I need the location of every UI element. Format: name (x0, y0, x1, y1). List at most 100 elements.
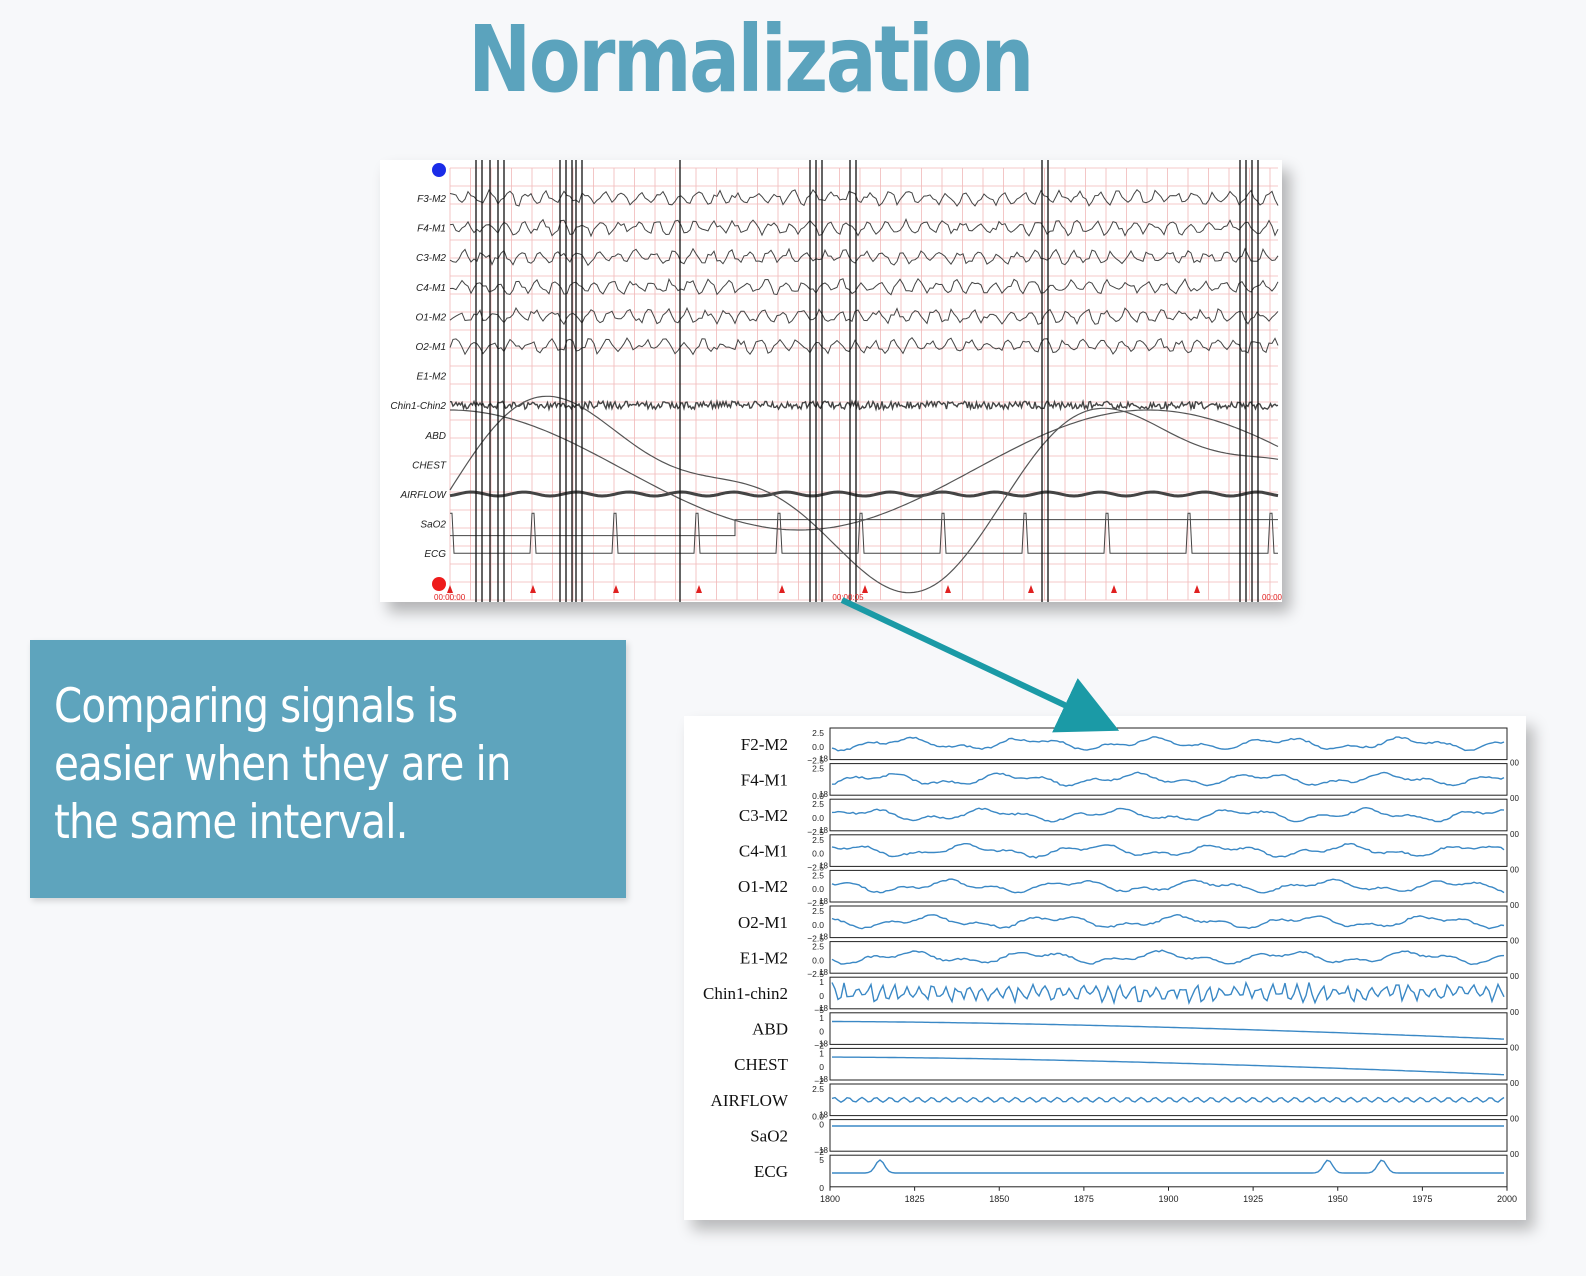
norm-y-tick-label: 0.0 (812, 884, 824, 894)
norm-channel-label: C4-M1 (739, 842, 788, 861)
norm-y-tick-label: −2.5 (807, 827, 824, 837)
raw-slow-waves (449, 395, 1279, 594)
raw-time-tick-icon (1194, 585, 1200, 593)
norm-channel-label: F2-M2 (741, 735, 788, 754)
norm-y-tick-label: 2.5 (812, 728, 824, 738)
norm-channel-label: SaO2 (750, 1126, 788, 1145)
raw-time-tick-icon (779, 585, 785, 593)
norm-channel-label: ECG (754, 1162, 788, 1181)
norm-right-label: 00 (1510, 972, 1519, 981)
caption-text: Comparing signals is easier when they ar… (54, 679, 512, 850)
norm-trace (831, 1096, 1505, 1104)
raw-trace (449, 398, 1279, 412)
raw-time-tick-icon (447, 585, 453, 593)
norm-y-tick-label: −2.5 (807, 862, 824, 872)
norm-x-tick-label: 1825 (905, 1194, 925, 1204)
norm-axes-box (829, 834, 1508, 867)
norm-axes-box (829, 1047, 1508, 1081)
raw-traces (449, 188, 1279, 554)
norm-axes-box (829, 1012, 1508, 1045)
norm-y-tick-label: 0 (819, 1120, 824, 1130)
norm-channel-label: AIRFLOW (711, 1091, 789, 1110)
norm-y-tick-label: 2.5 (812, 764, 824, 774)
norm-trace (831, 878, 1505, 894)
raw-grid (449, 167, 1278, 601)
norm-channel-label: C3-M2 (739, 806, 788, 825)
norm-y-tick-label: 2.5 (812, 906, 824, 916)
norm-y-tick-label: 0 (819, 1183, 824, 1193)
caption-box: Comparing signals is easier when they ar… (30, 640, 626, 898)
norm-y-tick-label: −2 (814, 1147, 824, 1157)
norm-channel-label: Chin1-chin2 (703, 984, 788, 1003)
raw-trace (450, 519, 1278, 537)
norm-right-label: 00 (1510, 901, 1519, 910)
raw-slow-wave (449, 395, 1279, 594)
norm-y-tick-label: 0.0 (812, 849, 824, 859)
norm-trace (831, 842, 1505, 859)
norm-trace (831, 949, 1505, 966)
raw-trace (449, 188, 1279, 207)
red-marker-icon (432, 577, 446, 591)
norm-right-label: 00 (1510, 1043, 1519, 1052)
norm-y-tick-label: 0 (819, 991, 824, 1001)
raw-channel-label: F4-M1 (417, 224, 446, 235)
norm-y-tick-label: 2.5 (812, 799, 824, 809)
norm-axes-box (829, 905, 1508, 939)
blue-marker-icon (432, 163, 446, 177)
norm-y-tick-label: 0 (819, 1027, 824, 1037)
raw-psg-svg: F3-M2 F4-M1 C3-M2 C4-M1 O1-M2 O2-M1 E1-M2 Chin1… (390, 160, 1283, 602)
norm-overlap-label: 18 (819, 968, 828, 977)
raw-time-label: 00:00 (1262, 593, 1282, 602)
norm-y-tick-label: 0.0 (812, 742, 824, 752)
norm-y-tick-label: −2.5 (807, 898, 824, 908)
norm-axes-box (829, 976, 1508, 1010)
raw-channel-label: C3-M2 (416, 253, 446, 264)
raw-time-tick-icon (945, 585, 951, 593)
norm-axes-box (829, 727, 1508, 761)
raw-artifact-spikes (475, 160, 1259, 602)
norm-axes-box (829, 1154, 1508, 1188)
norm-channel-label: ABD (752, 1020, 788, 1039)
norm-channel-label: O1-M2 (738, 877, 788, 896)
norm-x-tick-label: 1950 (1328, 1194, 1348, 1204)
norm-overlap-label: 18 (819, 861, 828, 870)
norm-overlap-label: 18 (819, 897, 828, 906)
raw-time-tick-icon (696, 585, 702, 593)
norm-axes-box (829, 1119, 1508, 1152)
norm-right-label: 00 (1510, 1115, 1519, 1124)
norm-y-tick-label: 5 (819, 1155, 824, 1165)
raw-slow-wave (450, 409, 1279, 531)
raw-channel-label: SaO2 (420, 520, 446, 531)
norm-y-tick-label: 0.0 (812, 791, 824, 801)
norm-axes-box (829, 763, 1508, 796)
norm-axes-box (829, 1083, 1508, 1117)
norm-trace (832, 1020, 1505, 1040)
norm-y-tick-label: 1 (819, 1048, 824, 1058)
raw-time-tick-icon (1111, 585, 1117, 593)
raw-channel-label: CHEST (412, 460, 447, 471)
raw-trace (450, 512, 1278, 554)
norm-overlap-label: 18 (819, 1111, 828, 1120)
norm-x-tick-label: 2000 (1497, 1194, 1517, 1204)
raw-time-tick-icon (530, 585, 536, 593)
norm-right-label: 00 (1510, 830, 1519, 839)
norm-overlap-label: 18 (819, 790, 828, 799)
norm-trace (832, 1056, 1505, 1076)
raw-time-tick-icon (1028, 585, 1034, 593)
norm-x-tick-label: 1925 (1243, 1194, 1263, 1204)
norm-overlap-label: 18 (819, 1004, 828, 1013)
raw-channel-label: AIRFLOW (399, 490, 447, 501)
norm-overlap-label: 18 (819, 933, 828, 942)
norm-axes-box (829, 869, 1508, 903)
norm-right-label: 00 (1510, 937, 1519, 946)
raw-trace (449, 306, 1279, 326)
norm-y-tick-label: 2.5 (812, 1084, 824, 1094)
norm-right-label: 00 (1510, 1008, 1519, 1017)
norm-y-tick-label: −2.5 (807, 756, 824, 766)
norm-y-tick-label: 0 (819, 1062, 824, 1072)
raw-channel-label: ECG (424, 549, 446, 560)
norm-y-tick-label: 2.5 (812, 870, 824, 880)
norm-channel-label: CHEST (734, 1055, 788, 1074)
raw-trace (449, 217, 1279, 238)
raw-channel-label: Chin1-Chin2 (390, 401, 446, 412)
